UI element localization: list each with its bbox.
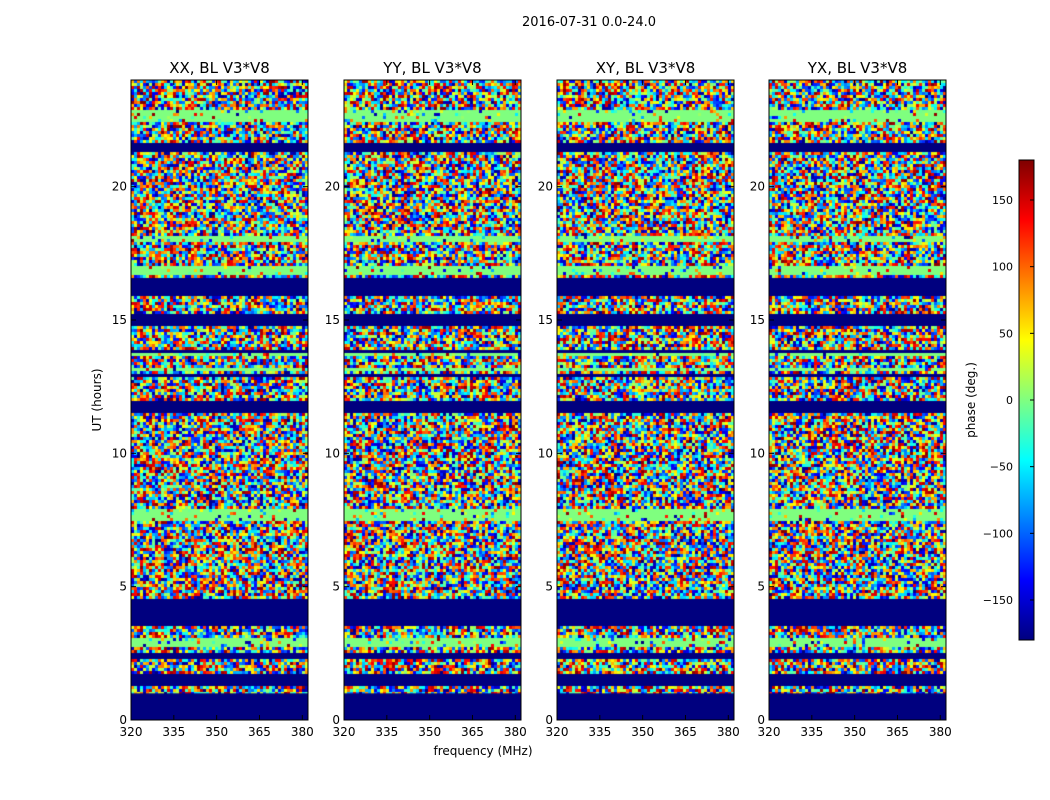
x-tick-label: 350 xyxy=(631,725,654,739)
x-tick-label: 350 xyxy=(418,725,441,739)
y-tick-label: 10 xyxy=(750,446,765,460)
x-tick-label: 320 xyxy=(120,725,143,739)
x-tick-label: 320 xyxy=(333,725,356,739)
x-tick-label: 320 xyxy=(758,725,781,739)
y-tick-label: 0 xyxy=(757,713,765,727)
phase-heatmap xyxy=(557,80,734,720)
x-tick-label: 335 xyxy=(800,725,823,739)
colorbar-tick-label: −100 xyxy=(983,527,1013,540)
y-tick-label: 20 xyxy=(750,180,765,194)
phase-heatmap xyxy=(344,80,521,720)
panel-2: XY, BL V3*V8 320 335 350 365 380 0 5 10 15 20 xyxy=(538,59,740,739)
panel-1: YY, BL V3*V8 320 335 350 365 380 0 5 10 15 20 xyxy=(325,59,527,739)
x-tick-label: 335 xyxy=(162,725,185,739)
y-tick-label: 10 xyxy=(538,446,553,460)
x-tick-label: 380 xyxy=(291,725,314,739)
y-tick-label: 0 xyxy=(119,713,127,727)
x-tick-label: 380 xyxy=(929,725,952,739)
x-tick-label: 365 xyxy=(248,725,271,739)
y-tick-label: 15 xyxy=(325,313,340,327)
y-tick-label: 20 xyxy=(112,180,127,194)
colorbar: 150 100 50 0 −50 −100 −150 phase (deg.) xyxy=(964,159,1035,641)
colorbar-tick-label: 100 xyxy=(992,261,1013,274)
y-tick-label: 5 xyxy=(757,580,765,594)
x-tick-label: 335 xyxy=(588,725,611,739)
y-tick-label: 15 xyxy=(750,313,765,327)
panel-frame xyxy=(556,79,735,721)
x-tick-label: 350 xyxy=(205,725,228,739)
phase-heatmap xyxy=(131,80,308,720)
x-tick-label: 365 xyxy=(674,725,697,739)
x-tick-label: 350 xyxy=(843,725,866,739)
x-tick-label: 380 xyxy=(504,725,527,739)
panel-title: YX, BL V3*V8 xyxy=(807,59,908,77)
y-tick-label: 10 xyxy=(325,446,340,460)
panel-frame xyxy=(343,79,522,721)
y-tick-label: 10 xyxy=(112,446,127,460)
figure-suptitle: 2016-07-31 0.0-24.0 xyxy=(522,15,656,30)
panel-0: XX, BL V3*V8 320 335 350 365 380 0 5 10 15 20 xyxy=(112,59,314,739)
panel-title: YY, BL V3*V8 xyxy=(382,59,481,77)
x-tick-label: 320 xyxy=(546,725,569,739)
y-tick-label: 5 xyxy=(545,580,553,594)
colorbar-tick-label: 0 xyxy=(1006,394,1013,407)
y-tick-label: 15 xyxy=(538,313,553,327)
colorbar-tick-label: −150 xyxy=(983,594,1013,607)
colorbar-tick-label: 150 xyxy=(992,194,1013,207)
panel-title: XY, BL V3*V8 xyxy=(596,59,696,77)
y-tick-label: 15 xyxy=(112,313,127,327)
x-tick-label: 335 xyxy=(375,725,398,739)
colorbar-label: phase (deg.) xyxy=(964,362,978,438)
y-tick-label: 20 xyxy=(325,180,340,194)
y-axis-label: UT (hours) xyxy=(90,368,104,431)
y-tick-label: 5 xyxy=(119,580,127,594)
panel-frame xyxy=(130,79,309,721)
colorbar-tick-label: 50 xyxy=(999,327,1013,340)
y-tick-label: 0 xyxy=(545,713,553,727)
x-tick-label: 365 xyxy=(461,725,484,739)
x-axis-label: frequency (MHz) xyxy=(433,744,532,758)
x-tick-label: 365 xyxy=(886,725,909,739)
y-tick-label: 20 xyxy=(538,180,553,194)
panel-title: XX, BL V3*V8 xyxy=(169,59,270,77)
y-tick-label: 5 xyxy=(332,580,340,594)
x-tick-label: 380 xyxy=(717,725,740,739)
panel-frame xyxy=(768,79,947,721)
colorbar-tick-label: −50 xyxy=(990,461,1013,474)
phase-heatmap xyxy=(769,80,946,720)
panel-3: YX, BL V3*V8 320 335 350 365 380 0 5 10 15 20 xyxy=(750,59,952,739)
y-tick-label: 0 xyxy=(332,713,340,727)
